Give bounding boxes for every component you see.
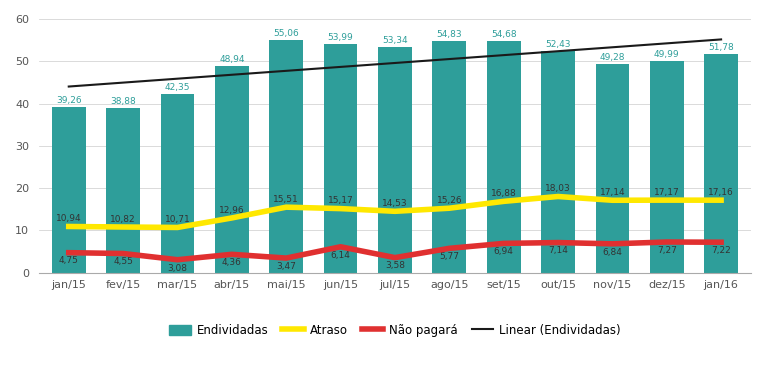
Text: 15,17: 15,17 (328, 196, 353, 205)
Text: 17,17: 17,17 (654, 188, 679, 197)
Text: 38,88: 38,88 (110, 97, 136, 106)
Text: 4,36: 4,36 (222, 258, 242, 267)
Bar (52, 107, 86, 273)
Text: 42,35: 42,35 (165, 82, 190, 92)
Text: 6,94: 6,94 (494, 247, 513, 256)
Bar (595, 64, 629, 273)
Bar (650, 61, 683, 273)
Bar (161, 94, 195, 273)
Text: 48,94: 48,94 (219, 55, 244, 63)
Text: 3,47: 3,47 (277, 262, 296, 271)
Text: 7,27: 7,27 (656, 246, 676, 255)
Text: 6,84: 6,84 (602, 248, 622, 257)
Text: 3,08: 3,08 (168, 264, 188, 272)
Text: 17,16: 17,16 (709, 188, 734, 197)
Text: 3,58: 3,58 (385, 262, 405, 271)
Text: 51,78: 51,78 (709, 43, 734, 51)
Bar (270, 40, 303, 273)
Text: 54,83: 54,83 (437, 30, 462, 39)
Text: 18,03: 18,03 (545, 184, 571, 193)
Text: 4,75: 4,75 (59, 257, 79, 265)
Text: 55,06: 55,06 (273, 29, 299, 38)
Text: 15,26: 15,26 (437, 196, 462, 205)
Bar (704, 54, 738, 273)
Text: 52,43: 52,43 (545, 40, 571, 49)
Bar (215, 66, 249, 273)
Text: 7,22: 7,22 (711, 246, 731, 255)
Bar (487, 41, 521, 273)
Text: 4,55: 4,55 (113, 257, 133, 266)
Text: 39,26: 39,26 (56, 96, 81, 104)
Text: 16,88: 16,88 (491, 189, 516, 198)
Text: 49,99: 49,99 (654, 50, 679, 59)
Bar (433, 41, 466, 273)
Text: 10,82: 10,82 (110, 215, 136, 224)
Text: 17,14: 17,14 (600, 188, 625, 197)
Text: 14,53: 14,53 (382, 199, 408, 208)
Text: 15,51: 15,51 (273, 195, 299, 204)
Text: 5,77: 5,77 (439, 252, 460, 261)
Bar (541, 51, 574, 273)
Text: 6,14: 6,14 (331, 251, 351, 260)
Text: 10,71: 10,71 (165, 215, 190, 224)
Legend: Endividadas, Atraso, Não pagará, Linear (Endividadas): Endividadas, Atraso, Não pagará, Linear … (165, 319, 625, 342)
Bar (378, 47, 412, 273)
Text: 54,68: 54,68 (491, 31, 516, 39)
Bar (106, 108, 140, 273)
Bar (324, 45, 358, 273)
Text: 49,28: 49,28 (600, 53, 625, 62)
Text: 53,99: 53,99 (328, 33, 353, 42)
Text: 7,14: 7,14 (548, 247, 568, 255)
Text: 53,34: 53,34 (382, 36, 408, 45)
Text: 10,94: 10,94 (56, 214, 81, 223)
Text: 12,96: 12,96 (219, 205, 244, 214)
